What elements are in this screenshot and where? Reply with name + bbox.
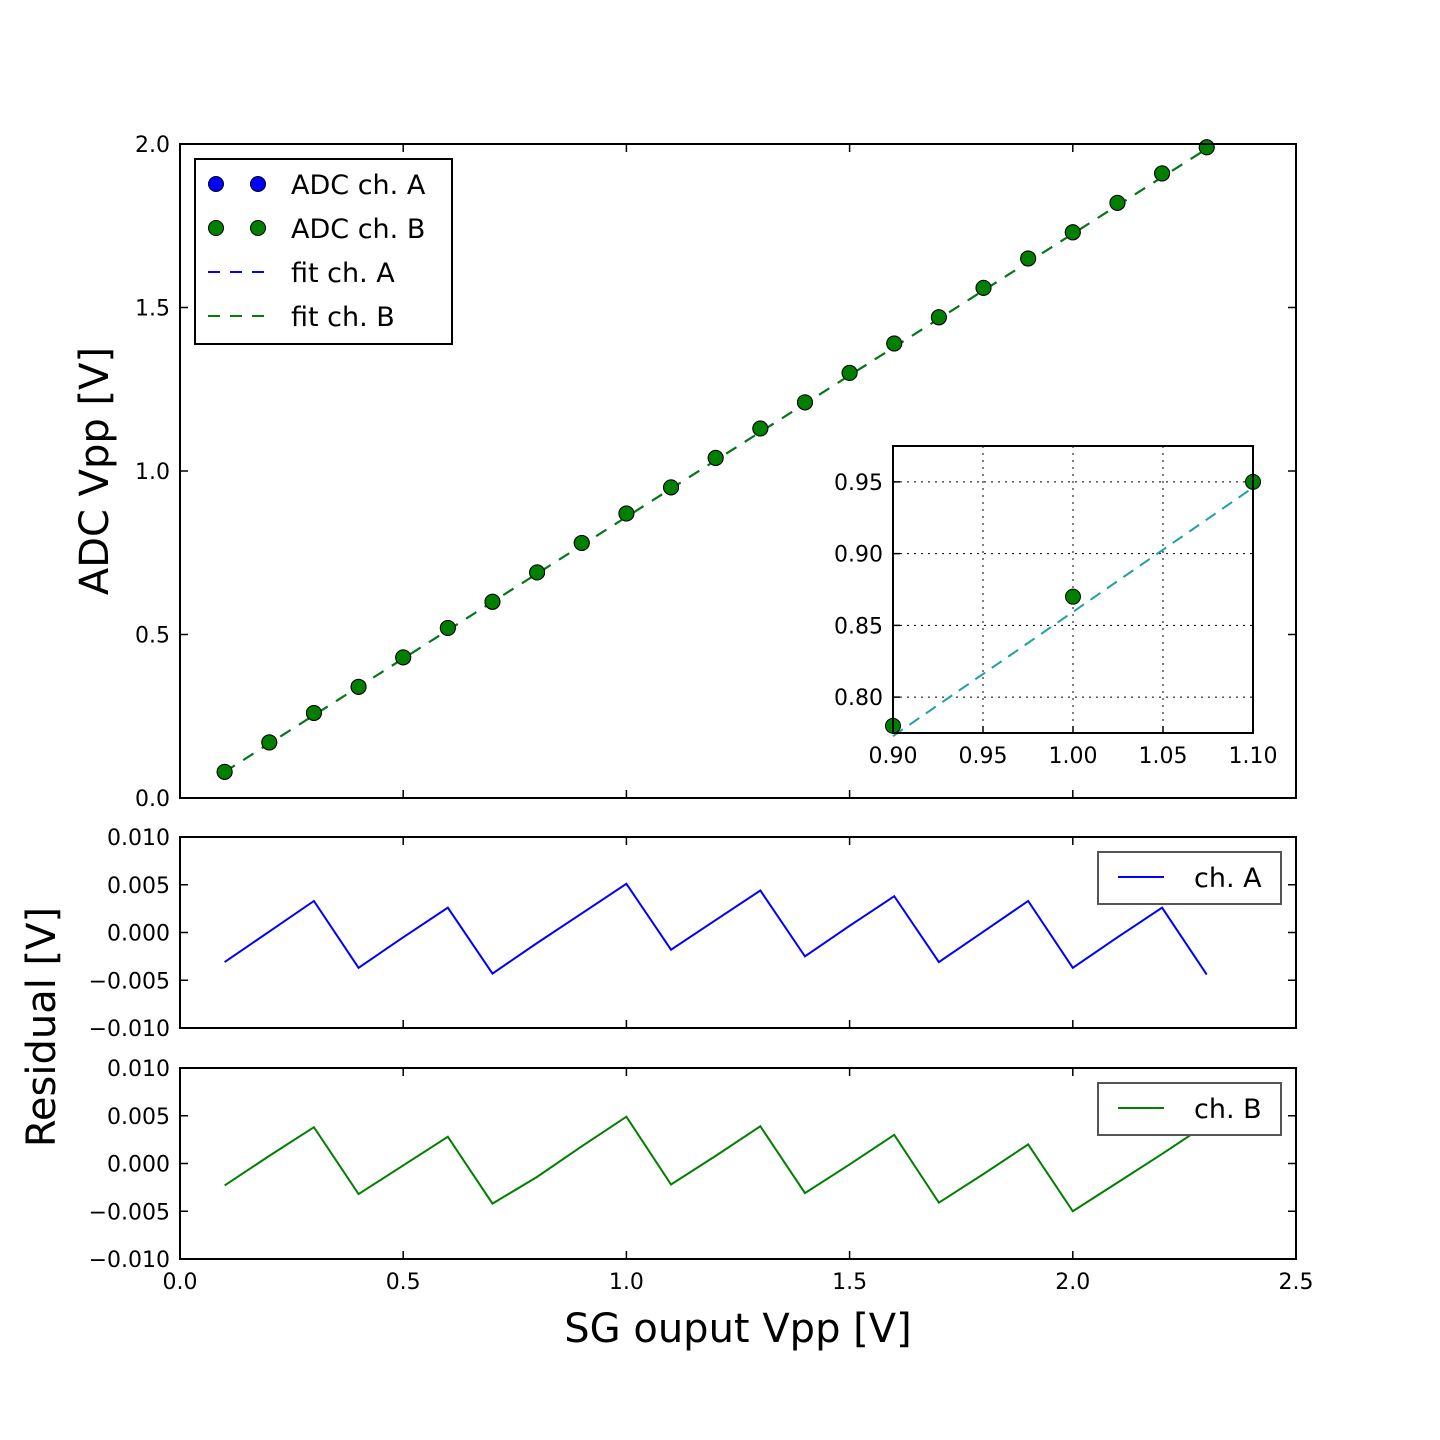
residual-b-line [224,1115,1208,1213]
data-point-ch-b [305,704,322,721]
inset-x-tick-label: 1.00 [1049,744,1098,769]
residual-b-x-tick-label: 0.5 [386,1270,421,1295]
y-axis-title-residual: Residual [V] [19,907,65,1147]
inset-x-tick-label: 1.10 [1229,744,1278,769]
legend-label-adc-b: ADC ch. B [291,214,425,245]
data-point-ch-b [1154,165,1171,182]
data-point-ch-b [663,479,680,496]
legend-marker-adc-b [208,220,224,236]
legend-marker-adc-a [250,176,266,192]
residual-a-legend: ch. A [1097,851,1282,905]
residual-b-y-tick-label: 0.005 [107,1105,170,1130]
data-point-ch-b [841,364,858,381]
inset-x-tick-label: 1.05 [1139,744,1188,769]
residual-a-y-tick-label: 0.000 [107,922,170,947]
data-point-ch-b [975,279,992,296]
main-y-tick-label: 0.5 [135,624,170,649]
data-point-ch-b [796,394,813,411]
data-point-ch-b [618,505,635,522]
main-y-tick-label: 0.0 [135,787,170,812]
data-point-ch-b [1020,250,1037,267]
inset-y-tick-label: 0.85 [834,614,883,639]
residual-b-x-tick-label: 2.5 [1279,1270,1314,1295]
residual-b-y-ticks: 0.010 0.005 0.000 −0.005 −0.010 [89,1057,1296,1273]
residual-a-y-tick-label: 0.010 [107,826,170,851]
main-y-tick-label: 1.5 [135,297,170,322]
data-point-ch-b [350,678,367,695]
residual-b-x-tick-label: 0.0 [163,1270,198,1295]
inset-y-ticks: 0.80 0.85 0.90 0.95 [834,471,900,711]
main-y-tick-label: 1.0 [135,460,170,485]
inset-y-tick-label: 0.95 [834,471,883,496]
legend-label-fit-b: fit ch. B [291,302,395,333]
y-axis-title-main: ADC Vpp [V] [72,347,118,595]
data-point-ch-b [1198,139,1215,156]
residual-a-line [224,882,1208,976]
residual-b-x-ticks: 0.0 0.5 1.0 1.5 2.0 2.5 [163,1068,1314,1295]
data-point-ch-b [439,619,456,636]
inset-y-tick-label: 0.80 [834,686,883,711]
residual-b-x-tick-label: 1.5 [832,1270,867,1295]
residual-b-x-tick-label: 2.0 [1055,1270,1090,1295]
residual-b-x-tick-label: 1.0 [609,1270,644,1295]
legend-marker-adc-b [250,220,266,236]
data-point-ch-b [752,420,769,437]
legend-marker-adc-a [208,176,224,192]
residual-b-plot: 0.0 0.5 1.0 1.5 2.0 2.5 0.010 0.005 0.000 −0.005… [89,1057,1314,1295]
inset-plot: 0.90 0.95 1.00 1.05 1.10 0.80 0.85 0.90 0.95 [834,445,1278,769]
data-point-ch-b [573,534,590,551]
residual-a-y-tick-label: 0.005 [107,874,170,899]
legend-label-ch-a: ch. A [1194,863,1262,894]
data-point-ch-b [930,309,947,326]
data-point-ch-b [707,449,724,466]
residual-a-y-tick-label: −0.010 [89,1017,170,1042]
residual-a-plot: 0.010 0.005 0.000 −0.005 −0.010 ch. A [89,826,1297,1042]
inset-grid [893,446,1253,733]
inset-fit-line [892,486,1254,737]
data-point-ch-b [395,649,412,666]
residual-b-y-tick-label: 0.010 [107,1057,170,1082]
residual-a-series-line [224,882,1208,976]
data-point-ch-b [261,734,278,751]
inset-fit-line [892,486,1254,737]
inset-data-point [1065,588,1081,605]
residual-b-legend: ch. B [1097,1082,1282,1136]
inset-x-tick-label: 0.90 [869,744,918,769]
residual-b-y-tick-label: −0.010 [89,1248,170,1273]
residual-b-y-tick-label: 0.000 [107,1153,170,1178]
inset-x-ticks: 0.90 0.95 1.00 1.05 1.10 [869,726,1278,769]
data-point-ch-b [1109,194,1126,211]
legend-label-fit-a: fit ch. A [291,258,395,289]
data-point-ch-b [886,335,903,352]
data-point-ch-b [484,593,501,610]
residual-b-y-tick-label: −0.005 [89,1200,170,1225]
main-y-tick-label: 2.0 [135,133,170,158]
fit-line-ch-b [224,143,1215,773]
main-fit-lines [224,143,1215,773]
residual-a-y-ticks: 0.010 0.005 0.000 −0.005 −0.010 [89,826,1296,1042]
residual-b-series-line [224,1115,1208,1213]
data-point-ch-b [529,564,546,581]
legend-label-ch-b: ch. B [1194,1094,1262,1125]
data-point-ch-b [216,763,233,780]
x-axis-title: SG ouput Vpp [V] [564,1306,912,1352]
data-point-ch-b [1064,224,1081,241]
inset-x-tick-label: 0.95 [959,744,1008,769]
legend-label-adc-a: ADC ch. A [291,170,426,201]
inset-y-tick-label: 0.90 [834,543,883,568]
residual-a-y-tick-label: −0.005 [89,969,170,994]
main-legend: ADC ch. A ADC ch. B fit ch. A fit ch. B [194,158,453,345]
